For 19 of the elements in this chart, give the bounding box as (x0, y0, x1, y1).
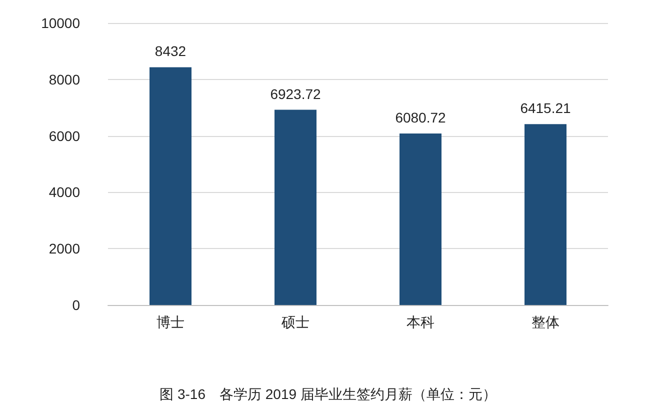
x-tick-label: 整体 (532, 314, 560, 330)
y-tick-label: 10000 (41, 15, 80, 31)
bar (400, 134, 442, 305)
data-label: 6923.72 (270, 86, 322, 102)
data-label: 6415.21 (520, 100, 572, 116)
x-tick-label: 硕士 (280, 314, 310, 330)
bar (150, 67, 192, 305)
y-tick-label: 2000 (48, 240, 80, 257)
y-tick-label: 4000 (48, 184, 80, 200)
y-tick-label: 0 (72, 297, 80, 313)
bar (524, 124, 566, 305)
data-label: 8432 (154, 43, 186, 60)
y-tick-label: 8000 (48, 71, 80, 88)
bar (274, 110, 316, 305)
y-tick-label: 6000 (48, 128, 80, 144)
data-label: 6080.72 (395, 110, 446, 126)
x-tick-label: 博士 (156, 314, 184, 330)
text: 图 3-16 各学历 2019 届毕业生签约月薪（单位：元） (160, 386, 496, 402)
x-tick-label: 本科 (406, 314, 434, 330)
